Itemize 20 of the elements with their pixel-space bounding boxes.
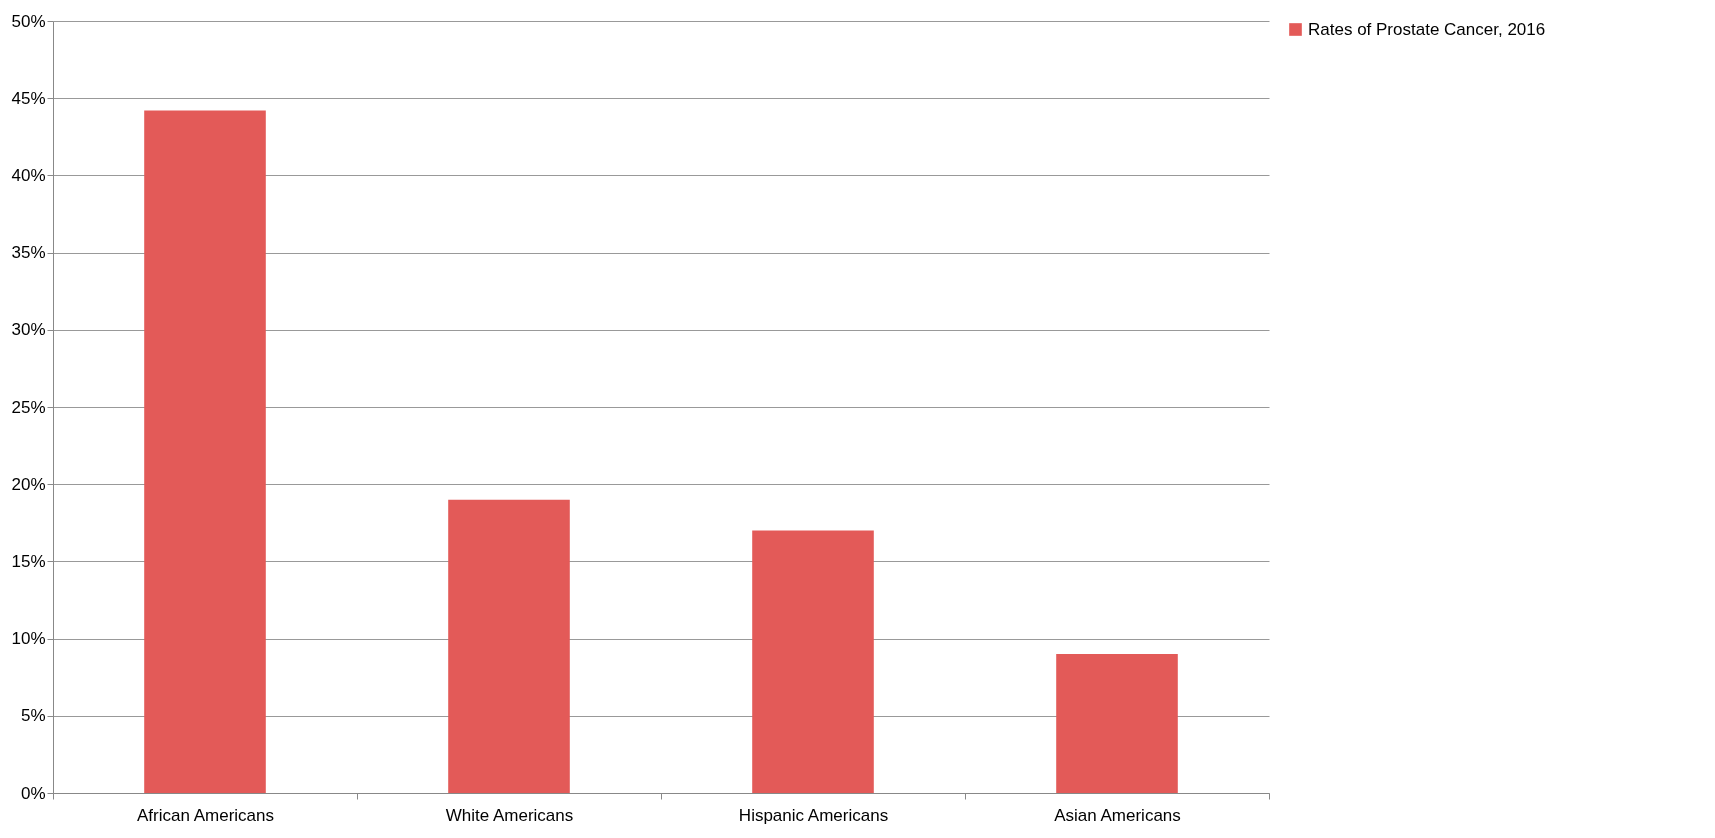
bar [752, 530, 874, 793]
y-tick-label: 25% [11, 397, 46, 417]
y-tick-label: 20% [11, 474, 46, 494]
y-tick-label: 10% [11, 629, 46, 649]
y-tick-label: 30% [11, 320, 46, 340]
y-tick-label: 40% [11, 165, 46, 185]
y-tick-label: 50% [11, 11, 46, 31]
y-tick-label: 35% [11, 243, 46, 263]
y-tick-label: 15% [11, 551, 46, 571]
x-tick-label: White Americans [445, 805, 574, 825]
y-tick-label: 5% [20, 706, 46, 726]
bar [1056, 654, 1178, 793]
x-tick-label: Asian Americans [1054, 805, 1181, 825]
bar [144, 110, 266, 793]
legend-label: Rates of Prostate Cancer, 2016 [1308, 19, 1546, 39]
bar [448, 499, 570, 793]
x-tick-label: Hispanic Americans [738, 805, 889, 825]
y-tick-label: 0% [20, 783, 46, 803]
x-tick-label: African Americans [137, 805, 274, 825]
y-tick-label: 45% [11, 88, 46, 108]
